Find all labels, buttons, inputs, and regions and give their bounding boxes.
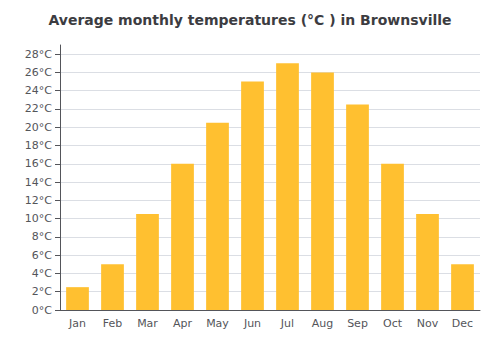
svg-text:20°C: 20°C	[25, 121, 52, 134]
svg-text:Mar: Mar	[137, 317, 158, 330]
svg-text:Sep: Sep	[347, 317, 368, 330]
svg-text:24°C: 24°C	[25, 84, 52, 97]
svg-text:4°C: 4°C	[32, 267, 52, 280]
svg-text:28°C: 28°C	[25, 48, 52, 61]
svg-text:0°C: 0°C	[32, 304, 52, 317]
svg-text:Aug: Aug	[312, 317, 333, 330]
svg-text:Oct: Oct	[383, 317, 403, 330]
svg-text:12°C: 12°C	[25, 194, 52, 207]
svg-text:22°C: 22°C	[25, 102, 52, 115]
svg-text:Apr: Apr	[173, 317, 193, 330]
svg-text:Feb: Feb	[103, 317, 122, 330]
svg-text:2°C: 2°C	[32, 285, 52, 298]
svg-text:8°C: 8°C	[32, 230, 52, 243]
svg-text:Jan: Jan	[68, 317, 86, 330]
svg-text:May: May	[206, 317, 229, 330]
svg-text:Jun: Jun	[243, 317, 261, 330]
svg-text:Dec: Dec	[452, 317, 473, 330]
svg-text:26°C: 26°C	[25, 66, 52, 79]
svg-text:16°C: 16°C	[25, 157, 52, 170]
svg-text:14°C: 14°C	[25, 176, 52, 189]
svg-text:10°C: 10°C	[25, 212, 52, 225]
svg-text:6°C: 6°C	[32, 249, 52, 262]
svg-text:Average monthly temperatures (: Average monthly temperatures (°C ) in Br…	[48, 12, 451, 28]
svg-text:Nov: Nov	[417, 317, 439, 330]
svg-text:18°C: 18°C	[25, 139, 52, 152]
svg-text:Jul: Jul	[280, 317, 294, 330]
